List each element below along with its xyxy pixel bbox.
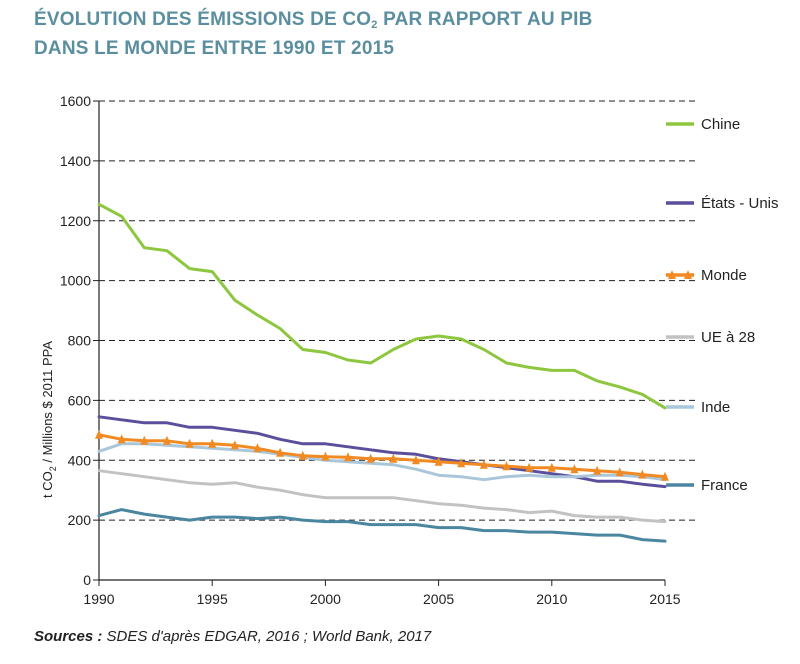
data-point <box>298 450 307 460</box>
legend-label: Monde <box>701 267 747 284</box>
data-point <box>389 453 398 463</box>
data-point <box>593 465 602 475</box>
data-point <box>253 443 262 453</box>
title-line2: DANS LE MONDE ENTRE 1990 ET 2015 <box>34 38 395 59</box>
data-point <box>502 461 511 471</box>
gridlines <box>99 100 695 521</box>
legend-label: France <box>701 477 748 494</box>
series-line <box>97 442 667 482</box>
data-point <box>366 453 375 463</box>
data-point <box>434 456 443 466</box>
data-point <box>321 451 330 461</box>
y-tick-label: 1600 <box>60 93 91 109</box>
legend-label: Inde <box>701 399 730 416</box>
y-tick-label: 0 <box>83 572 91 588</box>
y-tick-label: 1200 <box>60 213 91 229</box>
data-point <box>162 435 171 445</box>
x-tick-label: 2015 <box>649 591 680 607</box>
data-point <box>638 469 647 479</box>
x-tick-label: 1990 <box>83 591 114 607</box>
ylabel-post: / Millions $ 2011 PPA <box>40 341 55 467</box>
y-tick-label: 400 <box>68 452 92 468</box>
source-text: SDES d'après EDGAR, 2016 ; World Bank, 2… <box>102 628 432 645</box>
data-point <box>525 462 534 472</box>
x-tick-label: 2010 <box>536 591 567 607</box>
y-axis-label: t CO2 / Millions $ 2011 PPA <box>40 341 58 498</box>
x-tick-label: 1995 <box>197 591 228 607</box>
legend-marker <box>668 270 676 279</box>
data-point <box>570 464 579 474</box>
source-label: Sources : <box>34 628 103 645</box>
data-point <box>661 471 669 481</box>
title-line1-pre: ÉVOLUTION DES ÉMISSIONS DE CO <box>34 9 372 30</box>
data-point <box>457 458 466 468</box>
ylabel-sub: 2 <box>48 466 58 471</box>
y-tick-label: 600 <box>68 392 92 408</box>
y-tick-label: 1400 <box>60 153 91 169</box>
data-point <box>479 459 488 469</box>
legend-marker <box>684 270 692 279</box>
title-line1-post: PAR RAPPORT AU PIB <box>377 9 593 30</box>
source-note: Sources : SDES d'après EDGAR, 2016 ; Wor… <box>34 628 431 645</box>
data-point <box>185 438 194 448</box>
data-point <box>547 462 556 472</box>
series-line <box>97 433 667 479</box>
y-tick-label: 200 <box>68 512 92 528</box>
data-point <box>140 435 149 445</box>
axes: 0 200 400 600 800 1000 1200 1400 1600 1990 1995 200… <box>60 93 681 607</box>
series-line <box>97 202 667 410</box>
data-point <box>411 455 420 465</box>
data-point <box>117 434 126 444</box>
data-point <box>344 452 353 462</box>
series-line <box>97 469 667 524</box>
x-tick-label: 2000 <box>310 591 341 607</box>
legend: Chine États - Unis Monde UE à 28 Inde France <box>666 116 779 494</box>
series-lines <box>95 202 669 543</box>
data-point <box>276 447 285 457</box>
y-tick-label: 800 <box>68 333 92 349</box>
series-line <box>97 508 667 543</box>
legend-label: États - Unis <box>701 195 779 212</box>
data-point <box>95 429 103 439</box>
data-point <box>208 438 217 448</box>
y-tick-label: 1000 <box>60 273 91 289</box>
data-point <box>230 440 239 450</box>
legend-label: Chine <box>701 116 740 133</box>
legend-label: UE à 28 <box>701 329 755 346</box>
ylabel-pre: t CO <box>40 471 55 498</box>
chart-title: ÉVOLUTION DES ÉMISSIONS DE CO2 PAR RAPPO… <box>34 8 774 61</box>
data-point <box>615 467 624 477</box>
x-tick-label: 2005 <box>423 591 454 607</box>
title-line1-sub: 2 <box>371 19 378 31</box>
